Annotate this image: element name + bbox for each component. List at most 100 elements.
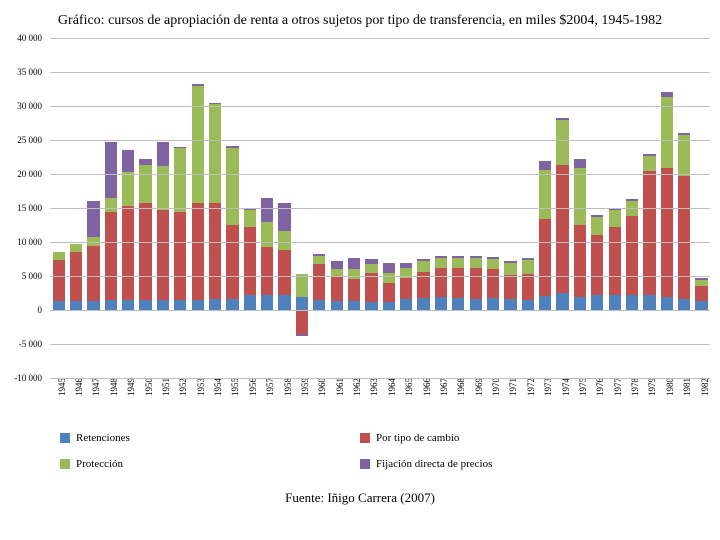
seg-proteccion: [226, 148, 238, 225]
y-tick-label: 10 000: [17, 237, 42, 247]
x-label: 1980: [665, 378, 669, 396]
seg-cambio: [87, 246, 99, 300]
seg-cambio: [609, 227, 621, 295]
seg-retenciones: [695, 301, 707, 310]
y-tick-label: -5 000: [19, 339, 42, 349]
seg-retenciones: [331, 301, 343, 310]
seg-retenciones: [678, 299, 690, 311]
seg-retenciones: [278, 295, 290, 311]
seg-retenciones: [348, 301, 360, 310]
grid-line: [50, 208, 710, 209]
seg-proteccion: [504, 263, 516, 275]
x-label: 1952: [178, 378, 182, 396]
seg-cambio: [313, 264, 325, 300]
x-label: 1961: [335, 378, 339, 396]
seg-cambio: [591, 235, 603, 295]
x-label: 1953: [196, 378, 200, 396]
seg-cambio: [695, 286, 707, 301]
seg-retenciones: [139, 300, 151, 310]
seg-cambio: [331, 277, 343, 301]
x-label: 1968: [456, 378, 460, 396]
grid-line: [50, 242, 710, 243]
x-label: 1945: [57, 378, 61, 396]
seg-fijacion: [139, 159, 151, 165]
seg-retenciones: [574, 297, 586, 311]
x-label: 1982: [700, 378, 704, 396]
seg-proteccion: [296, 274, 308, 297]
seg-retenciones: [470, 299, 482, 311]
seg-cambio: [556, 165, 568, 293]
seg-proteccion: [192, 86, 204, 203]
seg-retenciones: [87, 301, 99, 311]
legend-label: Por tipo de cambio: [376, 432, 459, 444]
seg-retenciones: [643, 295, 655, 310]
seg-proteccion: [53, 252, 65, 260]
seg-proteccion: [522, 260, 534, 274]
x-label: 1966: [422, 378, 426, 396]
seg-proteccion: [609, 210, 621, 227]
seg-proteccion: [348, 269, 360, 279]
seg-proteccion: [695, 280, 707, 287]
x-label: 1959: [300, 378, 304, 396]
seg-proteccion: [383, 273, 395, 283]
seg-fijacion: [626, 199, 638, 201]
seg-fijacion: [417, 259, 429, 261]
seg-cambio: [244, 227, 256, 295]
seg-fijacion: [695, 278, 707, 279]
y-tick-label: 20 000: [17, 169, 42, 179]
y-tick-label: 35 000: [17, 67, 42, 77]
seg-retenciones: [226, 299, 238, 311]
seg-fijacion: [365, 259, 377, 264]
x-label: 1951: [161, 378, 165, 396]
seg-fijacion: [296, 334, 308, 336]
y-tick-label: 5 000: [22, 271, 42, 281]
x-label: 1956: [248, 378, 252, 396]
x-label: 1962: [352, 378, 356, 396]
seg-retenciones: [53, 301, 65, 311]
x-label: 1972: [526, 378, 530, 396]
grid-line: [50, 276, 710, 277]
seg-retenciones: [504, 299, 516, 310]
seg-fijacion: [504, 261, 516, 262]
seg-cambio: [348, 279, 360, 301]
seg-cambio: [122, 206, 134, 300]
seg-fijacion: [348, 258, 360, 269]
seg-cambio: [383, 283, 395, 302]
seg-cambio: [139, 203, 151, 300]
seg-fijacion: [157, 142, 169, 166]
seg-proteccion: [139, 165, 151, 203]
x-label: 1973: [543, 378, 547, 396]
seg-retenciones: [487, 298, 499, 310]
seg-fijacion: [556, 118, 568, 119]
seg-fijacion: [591, 215, 603, 217]
seg-retenciones: [400, 299, 412, 311]
legend-item-fijacion: Fijación directa de precios: [360, 458, 660, 470]
seg-fijacion: [105, 142, 117, 198]
seg-retenciones: [174, 300, 186, 310]
legend: RetencionesPor tipo de cambioProtecciónF…: [60, 432, 660, 470]
y-tick-label: 15 000: [17, 203, 42, 213]
seg-fijacion: [643, 154, 655, 156]
seg-retenciones: [296, 297, 308, 310]
seg-cambio: [435, 268, 447, 297]
seg-cambio: [539, 219, 551, 296]
grid-line: [50, 106, 710, 107]
y-tick-label: 25 000: [17, 135, 42, 145]
seg-cambio: [678, 176, 690, 298]
seg-retenciones: [539, 296, 551, 310]
seg-fijacion: [678, 133, 690, 135]
x-label: 1964: [387, 378, 391, 396]
seg-fijacion: [331, 261, 343, 269]
seg-fijacion: [192, 84, 204, 85]
seg-cambio: [400, 278, 412, 298]
seg-proteccion: [661, 97, 673, 168]
seg-retenciones: [522, 300, 534, 310]
seg-retenciones: [556, 293, 568, 310]
seg-cambio: [522, 274, 534, 300]
seg-proteccion: [452, 258, 464, 268]
x-label: 1947: [91, 378, 95, 396]
seg-proteccion: [174, 148, 186, 211]
seg-proteccion: [556, 120, 568, 166]
seg-retenciones: [70, 301, 82, 311]
seg-fijacion: [400, 263, 412, 268]
